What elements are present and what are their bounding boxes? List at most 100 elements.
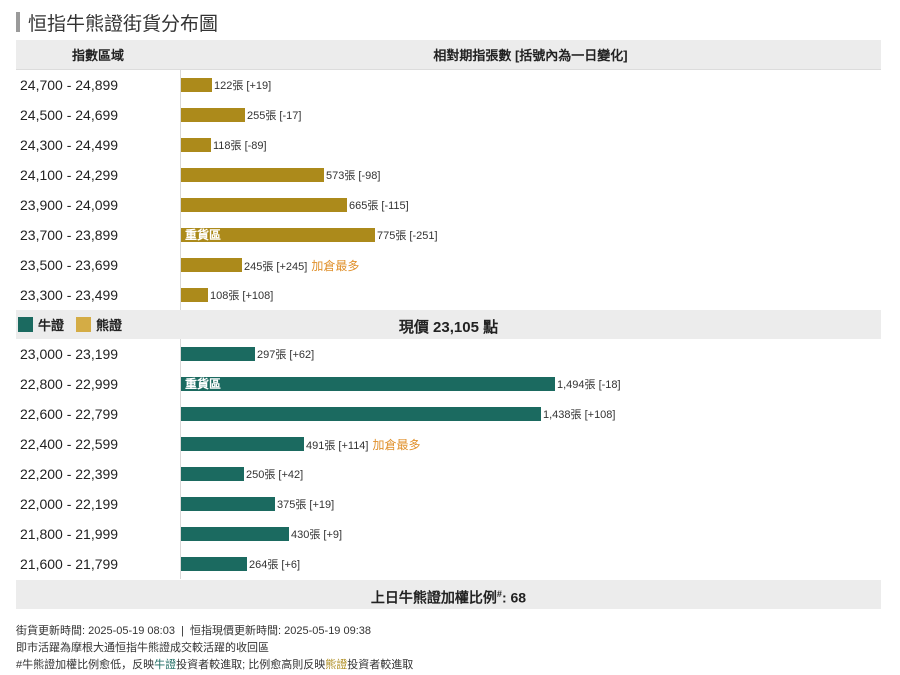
bull-bar xyxy=(181,497,275,511)
bull-range-label: 21,600 - 21,799 xyxy=(20,556,119,572)
bull-range-label: 22,200 - 22,399 xyxy=(20,466,119,482)
bear-bar xyxy=(181,288,208,302)
most-added-note: 加倉最多 xyxy=(372,438,421,452)
notes: 街貨更新時間: 2025-05-19 08:03 | 恒指現價更新時間: 202… xyxy=(16,623,413,674)
active-zone-note: 即市活躍為摩根大通恒指牛熊證成交較活躍的收回區 xyxy=(16,642,269,654)
bull-plot: 1,438張 [+108] xyxy=(180,399,881,429)
heavy-zone-tag: 重貨區 xyxy=(185,228,222,242)
bull-value-text: 375張 [+19] xyxy=(277,499,335,511)
bull-bar xyxy=(181,407,541,421)
bull-value-text: 297張 [+62] xyxy=(257,349,315,361)
bull-plot: 重貨區 1,494張 [-18] xyxy=(180,369,881,399)
bull-range-label: 22,400 - 22,599 xyxy=(20,436,119,452)
bull-range-label: 22,000 - 22,199 xyxy=(20,496,119,512)
title-text: 恒指牛熊證街貨分布圖 xyxy=(28,13,219,35)
bull-value-label: 491張 [+114] 加倉最多 xyxy=(306,436,421,453)
bear-plot: 122張 [+19] xyxy=(180,70,881,100)
weighted-ratio-label: 上日牛熊證加權比例 xyxy=(370,589,497,606)
bear-value-label: 665張 [-115] xyxy=(349,197,409,213)
mid-row: 牛證 熊證 現價 23,105 點 xyxy=(16,310,881,339)
bear-plot: 665張 [-115] xyxy=(180,190,881,220)
header-count: 相對期指張數 [括號內為一日變化] xyxy=(433,48,628,63)
bull-plot: 430張 [+9] xyxy=(180,519,881,549)
distribution-table: 指數區域 相對期指張數 [括號內為一日變化] 24,700 - 24,899 12… xyxy=(16,40,881,609)
ratio-note: #牛熊證加權比例愈低，反映牛證投資者較進取; 比例愈高則反映熊證投資者較進取 xyxy=(16,657,413,674)
bear-value-text: 245張 [+245] xyxy=(244,261,308,273)
bear-value-text: 665張 [-115] xyxy=(349,200,409,212)
bull-value-text: 1,438張 [+108] xyxy=(543,409,616,421)
legend-bull-swatch xyxy=(18,317,33,332)
weighted-ratio: 上日牛熊證加權比例#: 68 xyxy=(16,580,881,609)
ratio-note-bear: 熊證 xyxy=(325,659,348,671)
bear-range-label: 23,700 - 23,899 xyxy=(20,227,119,243)
bull-value-text: 250張 [+42] xyxy=(246,469,304,481)
bull-row: 22,400 - 22,599 491張 [+114] 加倉最多 xyxy=(16,429,881,459)
bear-row: 24,100 - 24,299 573張 [-98] xyxy=(16,160,881,190)
bear-range-label: 23,900 - 24,099 xyxy=(20,197,119,213)
bear-row: 23,900 - 24,099 665張 [-115] xyxy=(16,190,881,220)
bear-value-label: 108張 [+108] xyxy=(210,287,273,303)
bear-plot: 重貨區 775張 [-251] xyxy=(180,220,881,250)
bull-row: 21,600 - 21,799 264張 [+6] xyxy=(16,549,881,579)
bull-range-label: 22,600 - 22,799 xyxy=(20,406,119,422)
bull-row: 22,600 - 22,799 1,438張 [+108] xyxy=(16,399,881,429)
bull-range-label: 22,800 - 22,999 xyxy=(20,376,119,392)
bull-bar xyxy=(181,527,289,541)
update-time-note: 街貨更新時間: 2025-05-19 08:03 | 恒指現價更新時間: 202… xyxy=(16,625,372,637)
bull-range-label: 23,000 - 23,199 xyxy=(20,346,119,362)
legend-bear-label: 熊證 xyxy=(96,318,123,333)
bull-value-label: 430張 [+9] xyxy=(291,526,342,542)
bull-value-text: 264張 [+6] xyxy=(249,559,301,571)
bear-plot: 108張 [+108] xyxy=(180,280,881,310)
bull-bar xyxy=(181,347,255,361)
heavy-zone-tag: 重貨區 xyxy=(185,377,222,391)
bull-plot: 491張 [+114] 加倉最多 xyxy=(180,429,881,459)
bear-value-label: 573張 [-98] xyxy=(326,167,380,183)
bear-value-text: 122張 [+19] xyxy=(214,80,272,92)
ratio-note-c: 投資者較進取; 比例愈高則反映 xyxy=(176,659,326,671)
legend-bull: 牛證 xyxy=(18,315,64,334)
bull-plot: 250張 [+42] xyxy=(180,459,881,489)
bear-value-text: 255張 [-17] xyxy=(247,110,302,122)
bear-row: 23,300 - 23,499 108張 [+108] xyxy=(16,280,881,310)
bear-value-text: 108張 [+108] xyxy=(210,290,274,302)
bear-bar xyxy=(181,168,324,182)
bear-range-label: 24,300 - 24,499 xyxy=(20,137,119,153)
bull-value-text: 1,494張 [-18] xyxy=(557,379,621,391)
bear-value-text: 775張 [-251] xyxy=(377,230,438,242)
bear-plot: 118張 [-89] xyxy=(180,130,881,160)
bull-value-text: 491張 [+114] xyxy=(306,440,369,452)
bear-range-label: 24,100 - 24,299 xyxy=(20,167,119,183)
bull-row: 22,800 - 22,999 重貨區 1,494張 [-18] xyxy=(16,369,881,399)
bull-rows: 23,000 - 23,199 297張 [+62] 22,800 - 22,999… xyxy=(16,339,881,579)
table-header: 指數區域 相對期指張數 [括號內為一日變化] xyxy=(16,40,881,70)
bear-row: 24,700 - 24,899 122張 [+19] xyxy=(16,70,881,100)
bull-bar xyxy=(181,557,247,571)
bull-row: 21,800 - 21,999 430張 [+9] xyxy=(16,519,881,549)
bear-value-label: 245張 [+245] 加倉最多 xyxy=(244,257,359,274)
weighted-ratio-value: : 68 xyxy=(501,589,527,606)
bear-bar xyxy=(181,108,245,122)
bear-range-label: 24,500 - 24,699 xyxy=(20,107,119,123)
bull-value-label: 250張 [+42] xyxy=(246,466,303,482)
ratio-note-e: 投資者較進取 xyxy=(347,659,414,671)
bull-plot: 375張 [+19] xyxy=(180,489,881,519)
bull-plot: 264張 [+6] xyxy=(180,549,881,579)
bull-row: 22,000 - 22,199 375張 [+19] xyxy=(16,489,881,519)
legend-bull-label: 牛證 xyxy=(38,318,65,333)
bear-row: 24,500 - 24,699 255張 [-17] xyxy=(16,100,881,130)
bull-bar xyxy=(181,437,304,451)
bear-plot: 245張 [+245] 加倉最多 xyxy=(180,250,881,280)
bear-bar xyxy=(181,258,242,272)
bear-row: 24,300 - 24,499 118張 [-89] xyxy=(16,130,881,160)
bull-bar xyxy=(181,467,244,481)
bull-value-label: 1,494張 [-18] xyxy=(557,376,621,392)
bull-plot: 297張 [+62] xyxy=(180,339,881,369)
bear-value-label: 775張 [-251] xyxy=(377,227,438,243)
legend-bear: 熊證 xyxy=(76,315,122,334)
ratio-note-bull: 牛證 xyxy=(154,659,177,671)
bear-value-label: 122張 [+19] xyxy=(214,77,271,93)
bull-value-label: 375張 [+19] xyxy=(277,496,334,512)
bull-value-text: 430張 [+9] xyxy=(291,529,343,541)
bear-plot: 255張 [-17] xyxy=(180,100,881,130)
